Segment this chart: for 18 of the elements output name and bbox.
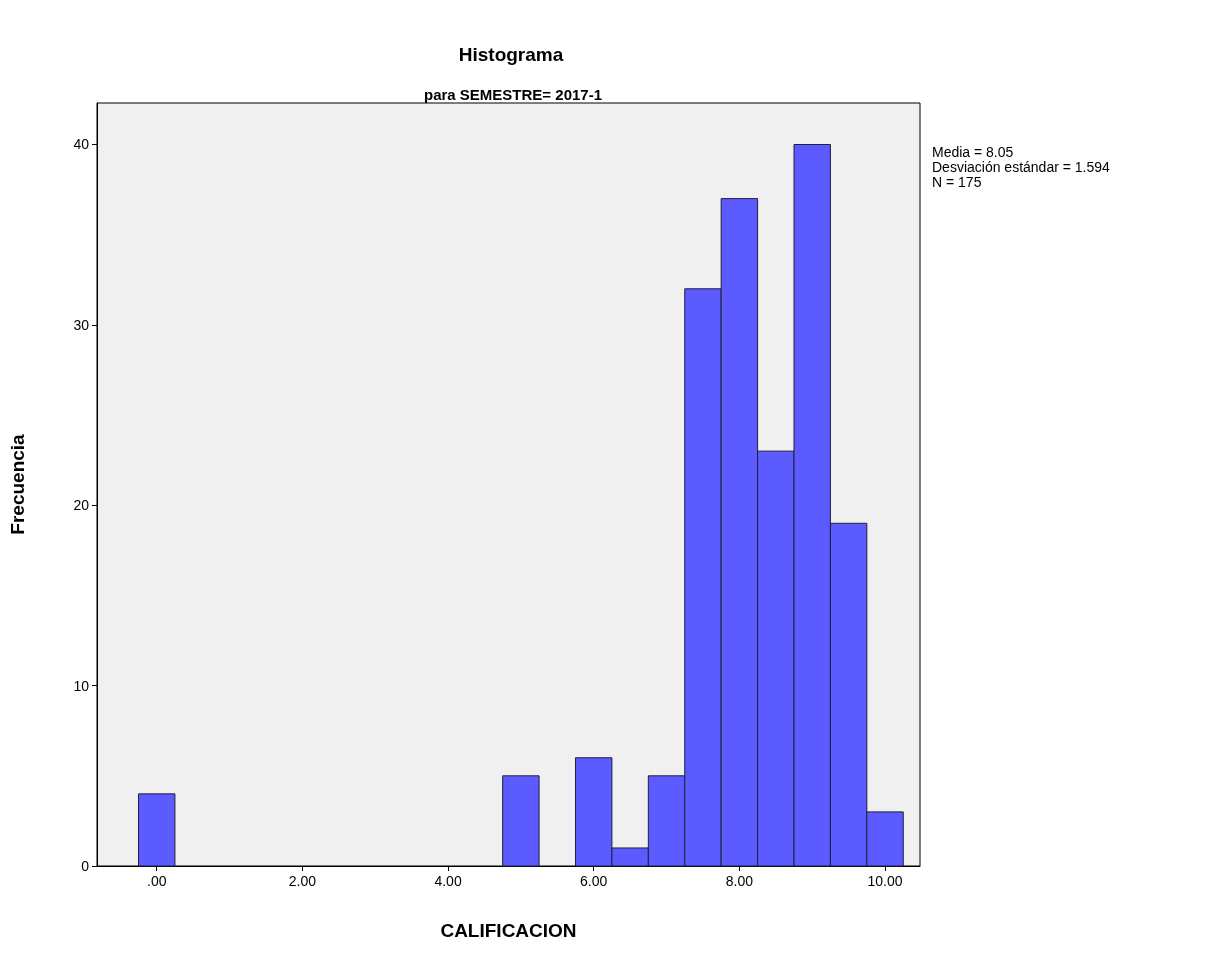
x-tick-label: 8.00 bbox=[725, 873, 754, 889]
x-tick-label: .00 bbox=[146, 873, 167, 889]
chart-title: Histograma bbox=[458, 44, 564, 65]
x-tick-label: 4.00 bbox=[434, 873, 462, 889]
x-tick-label: 10.00 bbox=[867, 873, 903, 889]
text: Desviación estándar = 1.594 bbox=[932, 159, 1111, 175]
y-axis-title: Frecuencia bbox=[7, 433, 28, 535]
text: N = 175 bbox=[932, 174, 982, 190]
y-tick-label: 10 bbox=[73, 677, 90, 694]
y-tick-label: 20 bbox=[73, 497, 90, 514]
y-tick-label: 0 bbox=[81, 858, 90, 874]
x-axis-title: CALIFICACION bbox=[440, 920, 577, 941]
x-tick-label: 6.00 bbox=[580, 873, 608, 889]
chart-subtitle: para SEMESTRE= 2017-1 bbox=[423, 86, 603, 103]
y-tick-label: 30 bbox=[73, 316, 90, 333]
x-tick-label: 2.00 bbox=[288, 873, 317, 889]
text: Media = 8.05 bbox=[932, 144, 1014, 160]
y-tick-label: 40 bbox=[73, 136, 90, 153]
